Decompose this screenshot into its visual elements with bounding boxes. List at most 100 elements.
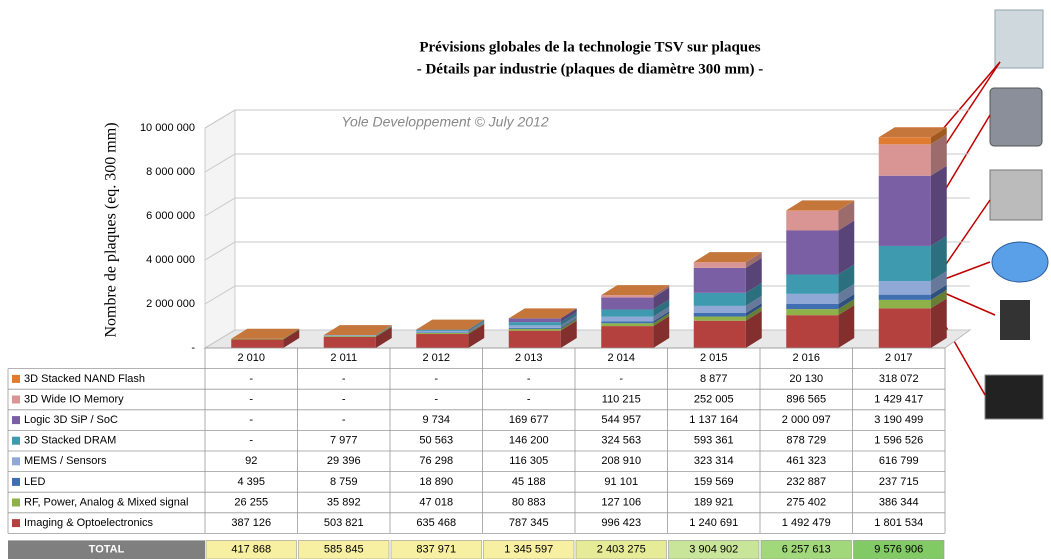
bar-front xyxy=(508,322,561,326)
bar-front xyxy=(786,274,839,294)
bar-side xyxy=(375,325,392,336)
bar-segment xyxy=(693,306,762,321)
bar-front xyxy=(601,323,654,327)
bar-front xyxy=(601,321,654,324)
bar-front xyxy=(323,336,376,348)
bar-front xyxy=(878,245,931,282)
x-tick-label: 2 014 xyxy=(607,352,635,364)
bar-side xyxy=(838,299,855,316)
legend-label: 3D Stacked NAND Flash xyxy=(24,373,145,385)
bar-segment xyxy=(878,134,947,176)
icons xyxy=(984,9,1049,420)
icon-gears xyxy=(989,169,1043,221)
table-cell: 896 565 xyxy=(786,393,826,405)
bar-segment xyxy=(508,318,577,331)
bar-segment xyxy=(601,313,670,327)
bar-segment xyxy=(878,235,947,282)
bar-segment xyxy=(231,329,300,348)
table-cell: 35 892 xyxy=(327,496,361,508)
bar-side xyxy=(745,282,762,306)
table-cell: 1 429 417 xyxy=(874,393,923,405)
icon-sensor xyxy=(984,374,1044,420)
table-cell: 20 130 xyxy=(789,373,823,385)
bar-segment xyxy=(786,299,855,316)
table-cell: 208 910 xyxy=(601,455,641,467)
total-cell xyxy=(298,540,390,559)
bar-front xyxy=(231,338,284,340)
bar-side xyxy=(283,329,300,348)
bar-segment xyxy=(416,324,485,348)
bar-front xyxy=(878,308,931,348)
bar-front xyxy=(416,330,469,333)
bar-front xyxy=(416,334,469,348)
bar-segment xyxy=(416,319,485,330)
arrow xyxy=(941,291,996,316)
bar-front xyxy=(693,316,746,321)
table-cell: 275 402 xyxy=(786,496,826,508)
bar-segment xyxy=(323,325,392,336)
bar-side xyxy=(560,320,577,348)
bar-side xyxy=(375,325,392,337)
bar-front xyxy=(231,339,284,348)
bar-side xyxy=(468,322,485,335)
bar-side xyxy=(653,287,670,310)
bar-side xyxy=(930,284,947,300)
table-cell: 252 005 xyxy=(694,393,734,405)
table-cell: 9 734 xyxy=(422,414,450,426)
total-value: 417 868 xyxy=(231,544,271,556)
bar-side xyxy=(838,200,855,231)
bar-segment xyxy=(878,127,947,145)
grid-line xyxy=(204,197,970,217)
bar-top xyxy=(786,200,855,211)
bar-segment xyxy=(508,317,577,329)
table-cell: 544 957 xyxy=(601,414,641,426)
bar-front xyxy=(323,335,376,336)
bar-side xyxy=(468,319,485,330)
arrow xyxy=(941,61,1001,131)
bar-front xyxy=(601,295,654,298)
grid-line xyxy=(204,153,970,173)
table-cell: - xyxy=(527,373,531,385)
x-tick-label: 2 017 xyxy=(885,352,913,364)
total-value: 2 403 275 xyxy=(597,544,646,556)
bar-side xyxy=(838,264,855,294)
bar-side xyxy=(283,328,300,339)
table-cell: 1 240 691 xyxy=(689,517,738,529)
bar-front xyxy=(786,293,839,304)
bar-front xyxy=(693,305,746,314)
bar-front xyxy=(693,320,746,348)
table-cell: 324 563 xyxy=(601,435,641,447)
bar-front xyxy=(878,299,931,309)
table-cell: 387 126 xyxy=(231,517,271,529)
table-cell: 91 101 xyxy=(604,476,638,488)
bar-segment xyxy=(693,257,762,293)
icon-stack xyxy=(994,9,1044,69)
table-cell: - xyxy=(434,393,438,405)
grid-line xyxy=(204,109,970,129)
x-tick-label: 2 010 xyxy=(237,352,265,364)
bar-segment xyxy=(878,284,947,300)
table-cell: 116 305 xyxy=(509,455,548,467)
bar-front xyxy=(878,175,931,246)
table-cell: 47 018 xyxy=(419,496,453,508)
y-tick-label: - xyxy=(191,342,195,354)
bar-top xyxy=(878,127,947,138)
table-cell: 80 883 xyxy=(512,496,546,508)
y-axis-label: Nombre de plaques (eq. 300 mm) xyxy=(103,122,120,337)
floor xyxy=(203,329,972,349)
total-cell xyxy=(668,540,760,559)
total-cell xyxy=(575,540,667,559)
x-tick-label: 2 015 xyxy=(700,352,728,364)
legend-swatch xyxy=(12,519,20,528)
bar-side xyxy=(930,235,947,282)
bar-segment xyxy=(231,328,300,340)
bar-segment xyxy=(416,322,485,335)
bar-front xyxy=(878,137,931,145)
bar-front xyxy=(786,315,839,348)
chart-subtitle: - Détails par industrie (plaques de diam… xyxy=(417,61,764,77)
table-cell: 169 677 xyxy=(509,414,549,426)
x-tick-label: 2 013 xyxy=(515,352,543,364)
bar-side xyxy=(560,317,577,329)
table-cell: 318 072 xyxy=(879,373,919,385)
legend-label: 3D Wide IO Memory xyxy=(24,393,124,405)
